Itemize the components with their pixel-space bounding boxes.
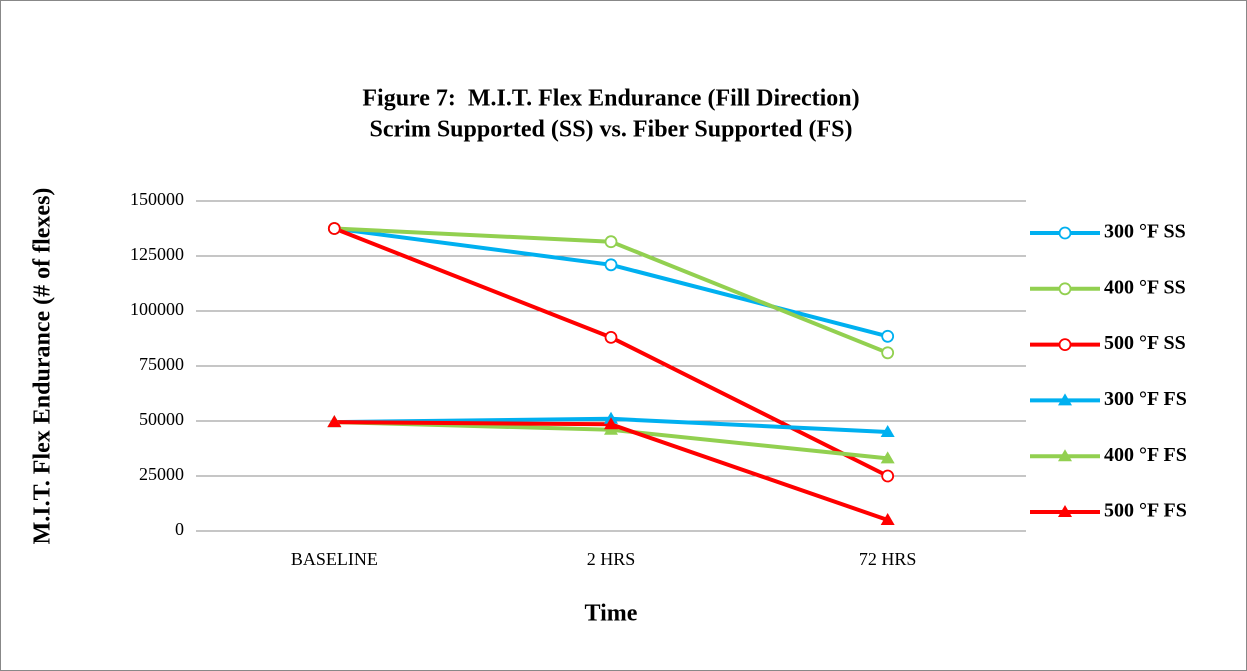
legend-label: 400 °F SS — [1104, 276, 1186, 298]
y-tick-label: 100000 — [130, 299, 184, 319]
y-tick-label: 75000 — [139, 354, 184, 374]
y-axis-title: M.I.T. Flex Endurance (# of flexes) — [30, 188, 56, 545]
legend-marker — [1058, 226, 1072, 240]
x-tick-label: 2 HRS — [587, 549, 636, 569]
y-tick-label: 0 — [175, 519, 184, 539]
legend-label: 400 °F FS — [1104, 444, 1187, 466]
data-point — [881, 346, 895, 360]
chart-title: Figure 7: M.I.T. Flex Endurance (Fill Di… — [362, 86, 859, 112]
legend-label: 300 °F FS — [1104, 388, 1187, 410]
data-point — [880, 425, 895, 437]
legend-label: 500 °F SS — [1104, 332, 1186, 354]
legend-marker — [1058, 282, 1072, 296]
data-point — [604, 258, 618, 272]
data-point — [881, 469, 895, 483]
data-point — [327, 222, 341, 235]
y-tick-label: 125000 — [130, 244, 184, 264]
x-tick-label: BASELINE — [291, 549, 378, 569]
data-point — [604, 417, 618, 430]
legend-label: 300 °F SS — [1104, 221, 1186, 243]
data-point — [604, 235, 618, 249]
data-point — [881, 329, 895, 343]
data-point — [327, 415, 342, 428]
legend-marker — [1058, 393, 1072, 406]
y-tick-label: 150000 — [130, 189, 184, 209]
chart-subtitle: Scrim Supported (SS) vs. Fiber Supported… — [370, 117, 853, 143]
y-tick-label: 50000 — [139, 409, 184, 429]
legend-label: 500 °F FS — [1104, 500, 1187, 522]
y-tick-label: 25000 — [139, 464, 184, 484]
data-point — [604, 330, 618, 344]
data-point — [880, 451, 895, 464]
legend-marker — [1058, 505, 1072, 517]
x-axis-title: Time — [585, 601, 638, 627]
data-point — [880, 513, 895, 525]
legend-marker — [1058, 449, 1072, 462]
legend-marker — [1058, 338, 1072, 352]
x-tick-label: 72 HRS — [859, 549, 917, 569]
